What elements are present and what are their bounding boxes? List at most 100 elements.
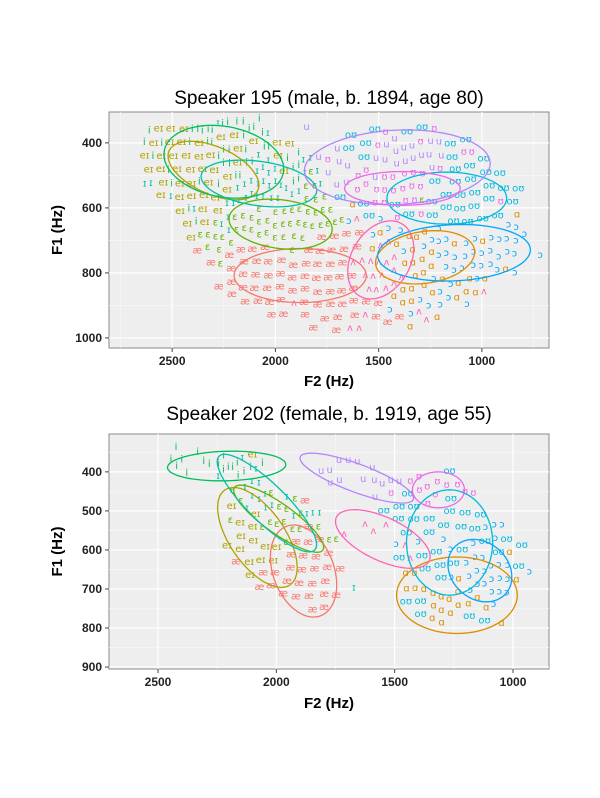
- vowel-token-æ: æ: [300, 310, 310, 321]
- vowel-token-ɑ: ɑ: [463, 287, 469, 298]
- vowel-token-ʊ: ʊ: [390, 186, 396, 197]
- vowel-token-ɑ: ɑ: [483, 602, 489, 613]
- vowel-token-æ: æ: [288, 260, 298, 271]
- vowel-token-ɔ: ɔ: [426, 301, 432, 312]
- vowel-token-eɪ: eɪ: [154, 124, 164, 135]
- vowel-token-æ: æ: [224, 250, 234, 261]
- vowel-token-oʊ: oʊ: [459, 508, 471, 519]
- vowel-token-æ: æ: [275, 281, 285, 292]
- vowel-token-i: i: [222, 145, 225, 156]
- vowel-token-ʊ: ʊ: [355, 171, 361, 182]
- vowel-token-oʊ: oʊ: [345, 130, 357, 141]
- vowel-token-ɔ: ɔ: [522, 229, 528, 240]
- y-tick-label: 500: [82, 504, 102, 518]
- ellipse-ɪ: [216, 453, 318, 553]
- vowel-token-ɪ: ɪ: [143, 178, 147, 189]
- vowel-token-æ: æ: [301, 258, 311, 269]
- vowel-token-ɔ: ɔ: [489, 574, 495, 585]
- vowel-token-u: u: [344, 160, 350, 171]
- data-layer: æ æɑɔæɛuɪɔæɑæiiɔææɑeɪɑɛɪiɔɔɪæɑæɪɛeɪiʌieɪɔ…: [166, 442, 532, 635]
- vowel-token-u: u: [393, 146, 399, 157]
- vowel-token-ɛ: ɛ: [240, 211, 245, 222]
- vowel-token-eɪ: eɪ: [166, 124, 176, 135]
- vowel-token-u: u: [360, 474, 366, 485]
- vowel-token-ɔ: ɔ: [506, 220, 512, 231]
- vowel-token-eɪ: eɪ: [156, 190, 166, 201]
- vowel-token-ɪ: ɪ: [305, 509, 309, 520]
- vowel-token-æ: æ: [334, 272, 344, 283]
- vowel-token-ɛ: ɛ: [218, 258, 223, 269]
- vowel-token-ɔ: ɔ: [431, 274, 437, 285]
- vowel-token-ɔ: ɔ: [505, 560, 511, 571]
- vowel-token-ʊ: ʊ: [383, 127, 389, 138]
- vowel-token-ɑ: ɑ: [465, 598, 471, 609]
- y-tick-label: 400: [82, 465, 102, 479]
- vowel-token-oʊ: oʊ: [363, 211, 375, 222]
- vowel-token-ɑ: ɑ: [409, 244, 415, 255]
- vowel-token-ɛ: ɛ: [197, 230, 202, 241]
- vowel-token-u: u: [373, 153, 379, 164]
- vowel-token-ɛ: ɛ: [268, 488, 273, 499]
- vowel-token-eɪ: eɪ: [165, 137, 175, 148]
- vowel-token-ɔ: ɔ: [496, 586, 502, 597]
- x-tick-label: 1500: [365, 354, 392, 368]
- vowel-token-ʌ: ʌ: [347, 323, 353, 334]
- vowel-token-æ: æ: [253, 296, 263, 307]
- vowel-token-ʌ: ʌ: [291, 298, 297, 309]
- vowel-token-eɪ: eɪ: [198, 164, 208, 175]
- vowel-token-ʊ: ʊ: [434, 476, 440, 487]
- vowel-token-ʌ: ʌ: [407, 553, 413, 564]
- vowel-token-i: i: [222, 451, 225, 462]
- vowel-token-æ: æ: [320, 313, 330, 324]
- vowel-token-ɛ: ɛ: [287, 219, 292, 230]
- vowel-token-ʌ: ʌ: [481, 287, 487, 298]
- vowel-token-i: i: [188, 137, 191, 148]
- ellipse-ɛ: [228, 198, 333, 250]
- vowel-token-ɛ: ɛ: [228, 515, 233, 526]
- vowel-token-oʊ: oʊ: [445, 493, 457, 504]
- vowel-token-æ: æ: [300, 283, 310, 294]
- vowel-token-ɔ: ɔ: [444, 248, 450, 259]
- vowel-token-æ: æ: [254, 582, 264, 593]
- vowel-token-ɔ: ɔ: [505, 574, 511, 585]
- vowel-token-ɪ: ɪ: [279, 180, 283, 191]
- ellipse-i: [163, 124, 285, 199]
- vowel-token-ɔ: ɔ: [483, 522, 489, 533]
- vowel-token-ɑ: ɑ: [455, 278, 461, 289]
- x-tick-label: 1000: [500, 675, 527, 689]
- vowel-token-i: i: [167, 165, 170, 176]
- vowel-token-eɪ: eɪ: [248, 536, 258, 547]
- ellipse-ɪ: [200, 159, 318, 208]
- vowel-token-oʊ: oʊ: [478, 153, 490, 164]
- vowel-token-æ: æ: [252, 256, 262, 267]
- vowel-token-ɔ: ɔ: [466, 571, 472, 582]
- vowel-token-eɪ: eɪ: [233, 158, 243, 169]
- vowel-token-æ: æ: [276, 255, 286, 266]
- vowel-token-ʊ: ʊ: [407, 476, 413, 487]
- vowel-token-oʊ: oʊ: [483, 180, 495, 191]
- vowel-token-ʌ: ʌ: [377, 241, 383, 252]
- vowel-token-i: i: [258, 114, 261, 125]
- vowel-token-ʊ: ʊ: [325, 155, 331, 166]
- vowel-token-oʊ: oʊ: [369, 124, 381, 135]
- vowel-token-eɪ: eɪ: [260, 541, 270, 552]
- vowel-token-u: u: [426, 150, 432, 161]
- vowel-token-ɑ: ɑ: [466, 273, 472, 284]
- vowel-token-eɪ: eɪ: [209, 165, 219, 176]
- ellipse-oʊ: [405, 489, 494, 596]
- vowel-token-i: i: [148, 125, 151, 136]
- vowel-token-æ: æ: [308, 605, 318, 616]
- vowel-token-ɔ: ɔ: [496, 234, 502, 245]
- vowel-token-i: i: [249, 462, 252, 473]
- vowel-token-ɑ: ɑ: [514, 210, 520, 221]
- vowel-token-ɑ: ɑ: [446, 594, 452, 605]
- vowel-token-u: u: [369, 462, 375, 473]
- vowel-token-ɑ: ɑ: [455, 573, 461, 584]
- vowel-token-æ: æ: [297, 565, 307, 576]
- vowel-token-ɔ: ɔ: [386, 223, 392, 234]
- vowel-token-æ: æ: [263, 257, 273, 268]
- vowel-token-ɛ: ɛ: [312, 181, 317, 192]
- vowel-token-oʊ: oʊ: [492, 210, 504, 221]
- vowel-token-æ: æ: [278, 309, 288, 320]
- vowel-token-ɔ: ɔ: [504, 247, 510, 258]
